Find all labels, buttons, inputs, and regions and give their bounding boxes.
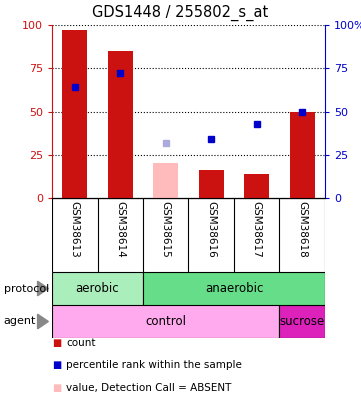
Text: count: count [66, 338, 96, 348]
Bar [108, 51, 133, 198]
Bar [52, 272, 143, 305]
Text: GSM38617: GSM38617 [252, 201, 262, 258]
Text: GSM38614: GSM38614 [115, 201, 125, 258]
Text: ■: ■ [52, 338, 61, 348]
Bar [279, 305, 325, 338]
Text: value, Detection Call = ABSENT: value, Detection Call = ABSENT [66, 383, 231, 392]
Bar [62, 30, 87, 198]
Text: protocol: protocol [4, 284, 49, 294]
Text: sucrose: sucrose [280, 315, 325, 328]
Bar [153, 163, 178, 198]
Text: GSM38616: GSM38616 [206, 201, 216, 258]
Text: GSM38618: GSM38618 [297, 201, 307, 258]
Text: agent: agent [4, 316, 36, 326]
Text: GSM38613: GSM38613 [70, 201, 80, 258]
Bar [52, 305, 279, 338]
Bar [143, 272, 325, 305]
Text: GSM38615: GSM38615 [161, 201, 171, 258]
Text: anaerobic: anaerobic [205, 282, 263, 295]
Text: percentile rank within the sample: percentile rank within the sample [66, 360, 242, 370]
Text: ■: ■ [52, 383, 61, 392]
Bar [244, 174, 269, 198]
Text: control: control [145, 315, 186, 328]
Bar [199, 171, 224, 198]
Text: aerobic: aerobic [76, 282, 119, 295]
Bar [290, 111, 315, 198]
Text: ■: ■ [52, 360, 61, 370]
Text: GDS1448 / 255802_s_at: GDS1448 / 255802_s_at [92, 5, 269, 21]
